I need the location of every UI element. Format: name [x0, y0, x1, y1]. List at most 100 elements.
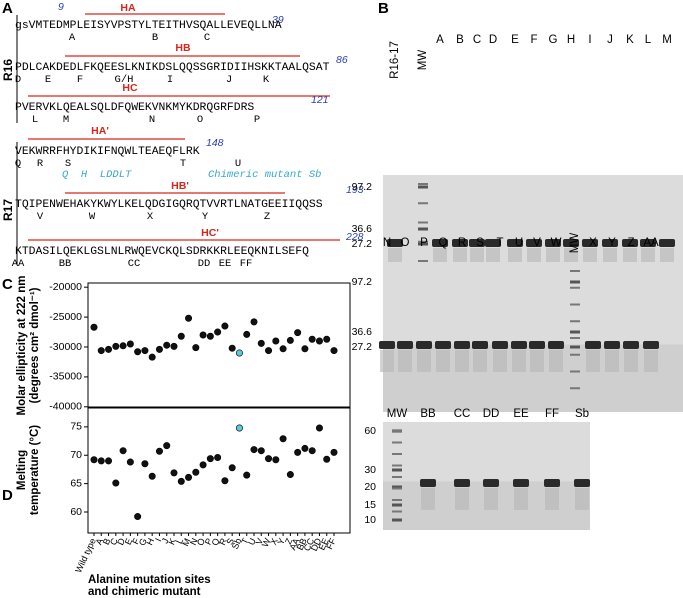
- smear: [605, 350, 619, 372]
- protein-band: [397, 341, 413, 349]
- y-axis-title: (degrees cm² dmol⁻¹): [29, 287, 41, 403]
- lane-label: G: [549, 34, 558, 46]
- protein-band: [454, 479, 470, 487]
- data-point: [257, 447, 265, 455]
- sequence: TQIPENWEHAKYKWYLKELQDGIGQRQTVVRTLNATGEEI…: [15, 199, 323, 211]
- group-label: R17: [1, 199, 15, 221]
- data-point: [141, 460, 149, 468]
- panel-label: A: [2, 0, 13, 17]
- x-tick-label: K: [166, 537, 178, 547]
- smear: [514, 488, 528, 510]
- lane-label: DD: [483, 408, 500, 420]
- data-point: [90, 323, 98, 331]
- data-point: [148, 472, 156, 480]
- data-point: [105, 345, 113, 353]
- data-point: [235, 349, 243, 357]
- x-axis-title: and chimeric mutant: [88, 586, 201, 598]
- mutation-label: K: [263, 74, 270, 86]
- lane-label: B: [456, 34, 464, 46]
- plot-frame: [87, 282, 351, 409]
- lane-label: O: [401, 237, 410, 249]
- protein-band: [563, 239, 579, 247]
- ladder-band: [392, 487, 402, 490]
- protein-band: [379, 341, 395, 349]
- mutation-label: B: [152, 32, 158, 44]
- protein-band: [454, 341, 470, 349]
- x-tick-label: S: [225, 537, 237, 547]
- mw-marker: 15: [364, 499, 376, 511]
- ladder-band: [392, 468, 402, 472]
- lane-label: J: [607, 34, 613, 46]
- y-tick-label: -35000: [49, 371, 82, 383]
- lane-label: C: [473, 34, 481, 46]
- data-point: [192, 344, 200, 352]
- helix-label: HA: [120, 2, 136, 14]
- lane-label: MW: [569, 233, 581, 254]
- x-tick-label: D: [115, 536, 127, 547]
- sequence: PVERVKLQEALSQLDFQWEKVNKMYKDRQGRFDRS: [15, 102, 254, 114]
- mutation-label: P: [254, 114, 260, 126]
- mutation-label: E: [45, 74, 51, 86]
- data-point: [308, 335, 316, 343]
- protein-band: [602, 239, 618, 247]
- data-point: [265, 347, 273, 355]
- data-point: [308, 447, 316, 455]
- lane-label: AA: [643, 237, 659, 249]
- data-point: [221, 477, 229, 485]
- lane-label: N: [383, 237, 391, 249]
- mutation-label: EE: [219, 258, 232, 270]
- plot-frame: [87, 406, 351, 534]
- y-tick-label: 75: [70, 421, 82, 433]
- smear: [380, 350, 394, 372]
- x-tick-label: EE: [317, 537, 331, 552]
- ladder-band: [418, 260, 428, 262]
- ladder-band: [392, 476, 402, 478]
- residue-number: 228: [345, 231, 364, 243]
- data-point: [170, 469, 178, 477]
- data-point: [199, 461, 207, 469]
- x-tick-label: E: [123, 537, 135, 547]
- smear: [455, 350, 469, 372]
- protein-band: [526, 239, 542, 247]
- mutation-label: C: [204, 32, 210, 44]
- protein-band: [604, 341, 620, 349]
- data-point: [90, 456, 98, 464]
- data-point: [155, 447, 163, 455]
- data-point: [294, 329, 302, 337]
- helix-label: HB': [171, 180, 189, 192]
- protein-band: [420, 479, 436, 487]
- protein-band: [432, 239, 448, 247]
- protein-band: [529, 341, 545, 349]
- protein-band: [492, 341, 508, 349]
- data-point: [134, 513, 142, 521]
- x-tick-label: Y: [275, 537, 287, 547]
- smear: [417, 350, 431, 372]
- mutation-label: O: [197, 114, 203, 126]
- mutation-label: S: [65, 158, 71, 170]
- x-tick-label: I: [153, 537, 163, 544]
- smear: [586, 350, 600, 372]
- mutation-label: FF: [240, 258, 253, 270]
- data-point: [315, 424, 323, 432]
- mutation-label: A: [69, 32, 76, 44]
- chimera-label: Chimeric mutant Sb: [208, 169, 321, 181]
- data-point: [235, 424, 243, 432]
- ladder-band: [392, 453, 402, 455]
- data-point: [323, 455, 331, 463]
- x-tick-label: BB: [295, 537, 309, 552]
- protein-band: [574, 479, 590, 487]
- panel-label: B: [378, 0, 389, 17]
- lane-label: CC: [454, 408, 471, 420]
- smear: [421, 488, 435, 510]
- protein-band: [544, 479, 560, 487]
- smear: [473, 350, 487, 372]
- smear: [455, 488, 469, 510]
- chimera-residues: Q H LDDLT: [62, 169, 132, 181]
- mutation-label: X: [147, 211, 154, 223]
- mutation-label: N: [149, 114, 155, 126]
- x-tick-label: G: [137, 537, 149, 548]
- protein-band: [416, 341, 432, 349]
- x-tick-label: L: [174, 537, 185, 546]
- ladder-band: [418, 240, 428, 243]
- mutation-label: W: [89, 211, 96, 223]
